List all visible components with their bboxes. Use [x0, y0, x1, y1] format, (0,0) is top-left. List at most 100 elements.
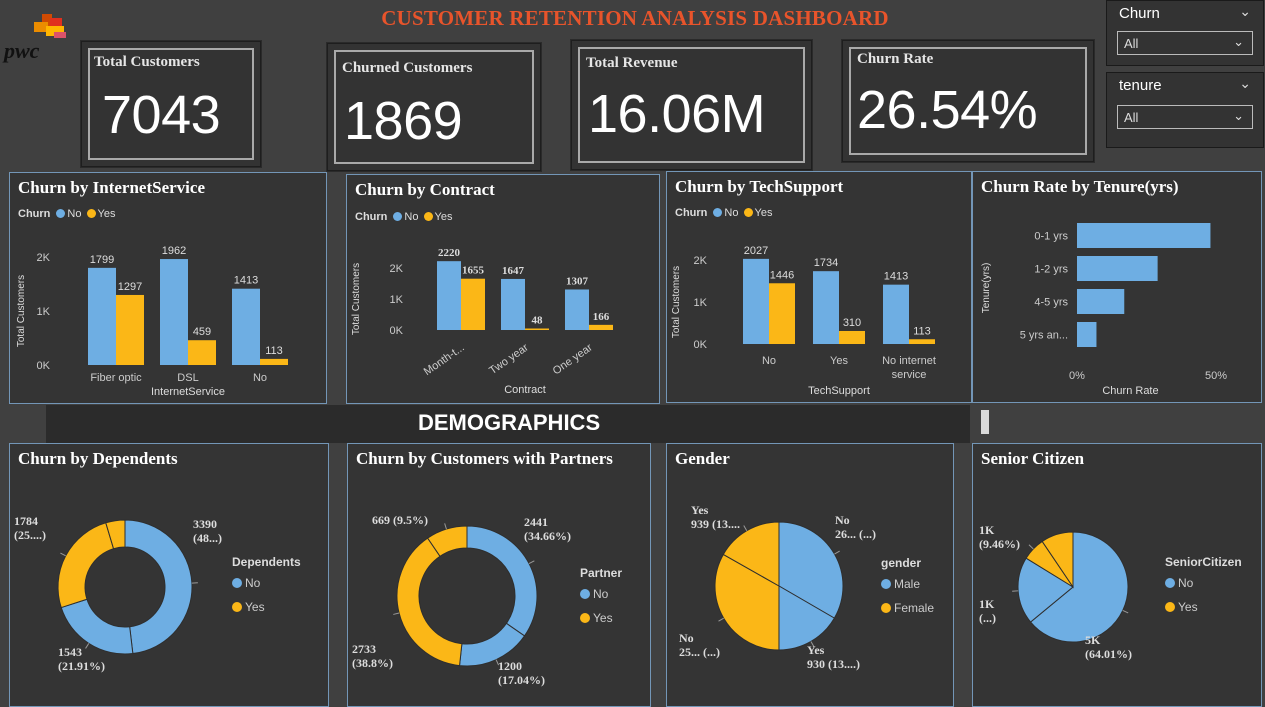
bar-no [883, 284, 909, 344]
pwc-logo: pwc [2, 12, 70, 64]
data-label: 3390 [193, 517, 217, 531]
x-tick-label: Month-t... [422, 342, 467, 378]
y-tick-label: 0-1 yrs [1034, 231, 1068, 243]
y-tick-label: 2K [37, 252, 51, 264]
dashboard-title: CUSTOMER RETENTION ANALYSIS DASHBOARD [381, 6, 889, 30]
kpi-total-customers: Total Customers 7043 [81, 41, 261, 167]
y-axis-label: Tenure(yrs) [981, 263, 992, 314]
slice-no [124, 519, 193, 655]
data-label: 2733 [352, 642, 376, 656]
kpi-label: Churned Customers [342, 60, 473, 76]
data-label: (64.01%) [1085, 647, 1132, 661]
leader-line [85, 643, 90, 649]
slice-yes [57, 522, 115, 609]
chart-title: Churn by Customers with Partners [356, 449, 613, 468]
bar-yes [839, 330, 865, 344]
y-tick-label: 1K [37, 306, 51, 318]
chart-legend: Churn No Yes [675, 207, 773, 219]
partners-donut-chart: 2441(34.66%) 1200(17.04%) 2733(38.8%) 669 (… [352, 513, 622, 687]
leader-line [834, 550, 840, 555]
legend-title: SeniorCitizen [1165, 555, 1242, 569]
y-tick-label: 4-5 yrs [1034, 297, 1068, 309]
data-label: 1962 [162, 245, 186, 257]
chart-title: Churn by Dependents [18, 449, 178, 468]
chart-title: Churn by InternetService [18, 178, 205, 197]
data-label: 1307 [566, 275, 589, 287]
kpi-value: 16.06M [588, 84, 766, 144]
legend-marker [1165, 578, 1175, 588]
data-label: 48 [532, 315, 544, 327]
data-label: 2027 [744, 245, 768, 257]
x-tick-label: Two year [487, 341, 531, 377]
legend-marker [232, 578, 242, 588]
leader-line [1122, 609, 1129, 614]
data-label: (38.8%) [352, 656, 393, 670]
leader-line [60, 552, 66, 557]
chart-title: Churn Rate by Tenure(yrs) [981, 177, 1179, 196]
data-label: 113 [913, 325, 931, 337]
y-tick-label: 5 yrs an... [1020, 330, 1068, 342]
data-label: (25....) [14, 528, 46, 542]
x-tick-label: No [253, 372, 267, 384]
panel-churn-by-techsupport: Churn by TechSupport Churn No Yes 0K 1K 2K T… [666, 171, 972, 403]
churn-dropdown[interactable]: All ⌄ [1117, 31, 1253, 55]
tenure-dropdown[interactable]: All ⌄ [1117, 105, 1253, 129]
chevron-down-icon[interactable]: ⌄ [1239, 3, 1251, 19]
data-label: 1784 [14, 514, 38, 528]
data-label: (9.46%) [979, 537, 1020, 551]
legend-title: gender [881, 556, 921, 570]
x-tick-label: One year [551, 341, 595, 377]
x-axis-label: Contract [504, 384, 546, 396]
x-tick-label: Yes [830, 355, 848, 367]
data-label: 166 [593, 311, 610, 323]
data-label: (...) [979, 611, 996, 625]
slicer-churn: Churn ⌄ All ⌄ [1106, 0, 1264, 66]
data-label: 1647 [502, 265, 525, 277]
legend-marker [1165, 602, 1175, 612]
x-tick-label: DSL [177, 372, 198, 384]
slice-yes [396, 537, 463, 667]
panel-churn-rate-by-tenure: Churn Rate by Tenure(yrs) 0-1 yrs 1-2 yrs… [972, 171, 1262, 403]
chevron-down-icon[interactable]: ⌄ [1239, 75, 1251, 91]
y-tick-label: 1K [694, 297, 708, 309]
bar-yes [909, 339, 935, 344]
scroll-handle[interactable] [981, 410, 989, 434]
tenure-bar [1077, 256, 1158, 281]
legend-marker [580, 589, 590, 599]
senior-pie-chart: 5K(64.01%)1K(...)1K(9.46%)SeniorCitizenN… [979, 523, 1242, 661]
x-tick-label: Fiber optic [90, 372, 142, 384]
data-label: 26... (...) [835, 527, 876, 541]
data-label: 1446 [770, 269, 794, 281]
chevron-down-icon: ⌄ [1233, 108, 1244, 123]
panel-churn-by-dependents: Churn by Dependents 3390 (48...) 1543 (21.9… [9, 443, 329, 707]
panel-churn-by-internet: Churn by InternetService Churn No Yes 0K 1… [9, 172, 327, 404]
data-label: 2220 [438, 247, 461, 259]
data-label: 459 [193, 326, 211, 338]
slice-no [1017, 557, 1074, 623]
legend-item: No [593, 587, 609, 601]
legend-item: Male [894, 577, 920, 591]
legend-item: Yes [245, 600, 265, 614]
x-tick-label: service [892, 369, 927, 381]
data-label: 1413 [884, 271, 908, 283]
data-label: 113 [265, 345, 283, 357]
data-label: No [835, 513, 850, 527]
legend-item: Female [894, 601, 934, 615]
leader-line [810, 641, 815, 647]
data-label: 930 (13....) [807, 657, 860, 671]
panel-senior-citizen: Senior Citizen 5K (64.01%) 1K (...) 1K (9.46%… [972, 443, 1262, 707]
slice-yes [105, 519, 126, 550]
x-tick-label: 50% [1205, 370, 1227, 382]
tenure-bar-chart: 0-1 yrs 1-2 yrs 4-5 yrs 5 yrs an... 0% 50% Chu… [981, 223, 1227, 397]
legend-marker [881, 603, 891, 613]
data-label: 1200 [498, 659, 522, 673]
legend-title: Partner [580, 566, 622, 580]
kpi-label: Churn Rate [857, 51, 934, 67]
slice-yes [1041, 531, 1074, 589]
slice-female [722, 521, 780, 587]
data-label: (21.91%) [58, 659, 105, 673]
kpi-value: 26.54% [857, 80, 1038, 140]
data-label: 25... (...) [679, 645, 720, 659]
y-tick-label: 1-2 yrs [1034, 264, 1068, 276]
